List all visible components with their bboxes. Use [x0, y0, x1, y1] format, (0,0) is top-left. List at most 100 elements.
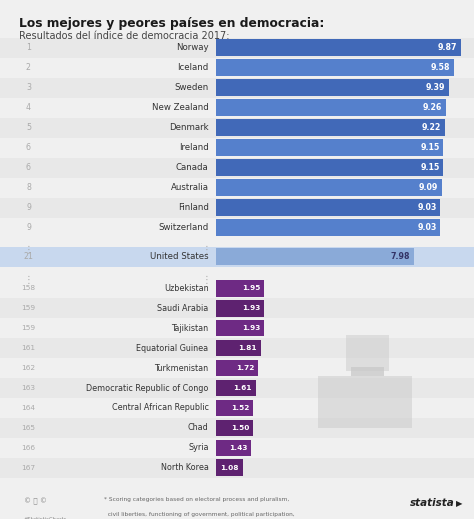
Text: 9.87: 9.87 [438, 43, 457, 52]
Bar [216, 79, 449, 96]
Text: 162: 162 [21, 365, 36, 371]
Text: 9.39: 9.39 [426, 83, 446, 92]
Text: 9.03: 9.03 [417, 223, 437, 232]
Bar [0, 198, 474, 217]
Text: Finland: Finland [178, 203, 209, 212]
Text: 9.58: 9.58 [431, 63, 450, 72]
Bar [0, 78, 474, 98]
Bar [0, 38, 474, 58]
Text: 165: 165 [21, 425, 36, 431]
Bar [216, 299, 264, 317]
Text: New Zealand: New Zealand [152, 103, 209, 112]
Text: 158: 158 [21, 285, 36, 291]
Bar [216, 39, 461, 56]
Text: 9.03: 9.03 [417, 203, 437, 212]
Text: 1.61: 1.61 [233, 385, 252, 391]
Bar [0, 247, 474, 267]
Bar [0, 378, 474, 398]
Text: 9.15: 9.15 [420, 163, 439, 172]
Text: Turkmenistan: Turkmenistan [155, 363, 209, 373]
Text: 2: 2 [26, 63, 31, 72]
Bar [216, 440, 251, 456]
Bar [0, 158, 474, 177]
Text: 9.22: 9.22 [422, 123, 441, 132]
Text: 6: 6 [26, 143, 31, 152]
Text: 1.93: 1.93 [242, 325, 260, 331]
Text: 7.98: 7.98 [391, 252, 410, 262]
Bar [0, 98, 474, 118]
Text: 8: 8 [26, 183, 31, 192]
Bar [216, 379, 256, 397]
Text: Resultados del índice de democracia 2017:: Resultados del índice de democracia 2017… [19, 31, 229, 41]
Text: Tajikistan: Tajikistan [172, 323, 209, 333]
Bar [216, 320, 264, 336]
Bar [0, 177, 474, 198]
Text: 1.72: 1.72 [237, 365, 255, 371]
Text: #StatisticCharts: #StatisticCharts [24, 517, 67, 519]
Text: © Ⓢ ©: © Ⓢ © [24, 497, 47, 504]
Bar [216, 119, 445, 136]
Text: 1: 1 [26, 43, 31, 52]
Text: 9: 9 [26, 203, 31, 212]
Bar [216, 339, 261, 357]
Text: Canada: Canada [176, 163, 209, 172]
Text: Switzerland: Switzerland [158, 223, 209, 232]
Text: Sweden: Sweden [174, 83, 209, 92]
Text: ⋮: ⋮ [201, 245, 211, 255]
Text: 9.15: 9.15 [420, 143, 439, 152]
Text: statista: statista [410, 498, 455, 508]
Bar [0, 118, 474, 138]
Text: 6: 6 [26, 163, 31, 172]
Text: Democratic Republic of Congo: Democratic Republic of Congo [86, 384, 209, 392]
Bar [0, 217, 474, 238]
Bar [216, 59, 454, 76]
Bar [351, 367, 384, 376]
Text: Ireland: Ireland [179, 143, 209, 152]
Bar [0, 338, 474, 358]
Text: 1.52: 1.52 [231, 405, 250, 411]
Text: 5: 5 [26, 123, 31, 132]
Text: 9.09: 9.09 [419, 183, 438, 192]
Bar [0, 398, 474, 418]
Bar [216, 179, 442, 196]
Text: United States: United States [150, 252, 209, 262]
Text: Denmark: Denmark [169, 123, 209, 132]
Bar [216, 360, 258, 376]
Bar [216, 280, 264, 296]
Bar [0, 278, 474, 298]
Text: 21: 21 [23, 252, 34, 262]
Text: 166: 166 [21, 445, 36, 451]
Text: North Korea: North Korea [161, 463, 209, 472]
Text: * Scoring categories based on electoral process and pluralism,: * Scoring categories based on electoral … [104, 497, 290, 502]
Text: Saudi Arabia: Saudi Arabia [157, 304, 209, 312]
Text: 1.81: 1.81 [238, 345, 257, 351]
Text: 163: 163 [21, 385, 36, 391]
Bar [216, 99, 446, 116]
Bar [0, 138, 474, 158]
Bar [216, 419, 253, 436]
Bar [216, 199, 440, 216]
Bar [0, 418, 474, 438]
Bar [216, 219, 440, 236]
Text: 3: 3 [26, 83, 31, 92]
Bar [0, 458, 474, 478]
Bar [0, 58, 474, 78]
Text: 164: 164 [21, 405, 36, 411]
Text: ▶: ▶ [456, 499, 462, 508]
Text: 159: 159 [21, 325, 36, 331]
Text: 1.93: 1.93 [242, 305, 260, 311]
Text: 1.08: 1.08 [220, 465, 239, 471]
Bar [216, 139, 443, 156]
Text: Uzbekistan: Uzbekistan [164, 283, 209, 293]
Bar [216, 459, 243, 476]
Bar [0, 318, 474, 338]
Text: Australia: Australia [171, 183, 209, 192]
Text: 9.26: 9.26 [423, 103, 442, 112]
Text: Iceland: Iceland [177, 63, 209, 72]
Text: Central African Republic: Central African Republic [111, 403, 209, 413]
Bar [318, 376, 412, 428]
Text: ⋮: ⋮ [201, 275, 211, 285]
Text: 159: 159 [21, 305, 36, 311]
Text: 9: 9 [26, 223, 31, 232]
Bar [0, 438, 474, 458]
